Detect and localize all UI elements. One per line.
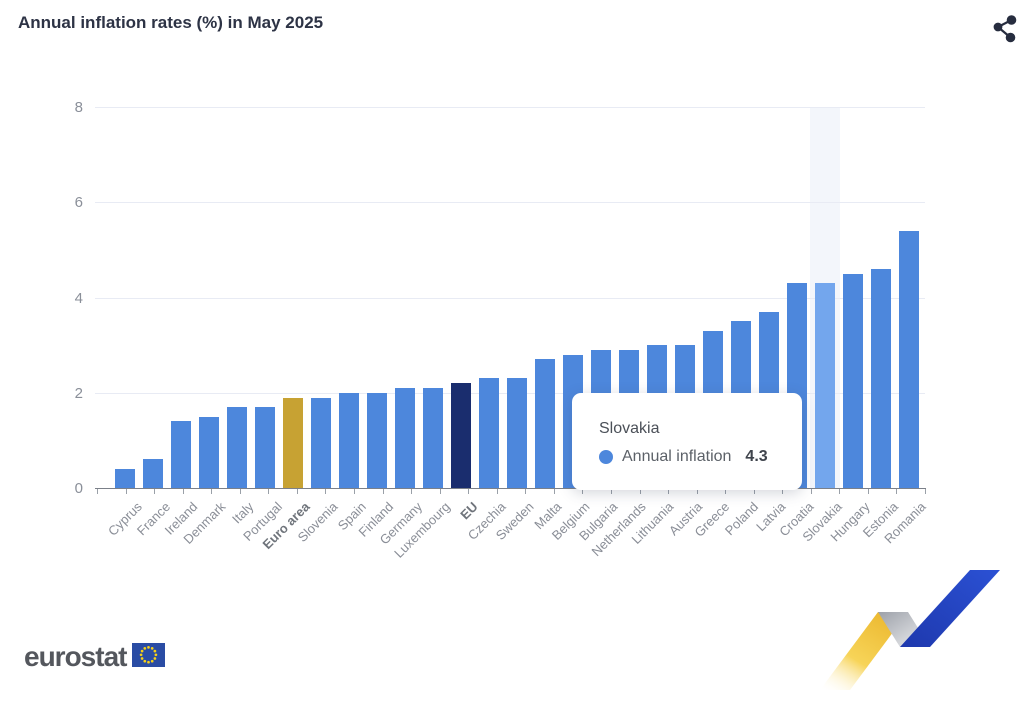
- x-axis-tick: [97, 489, 98, 494]
- y-axis-label: 6: [74, 194, 83, 211]
- bar-portugal[interactable]: [255, 407, 275, 488]
- x-axis-tick: [639, 489, 641, 494]
- x-axis-tick: [668, 489, 669, 494]
- bar-czechia[interactable]: [479, 378, 499, 488]
- x-axis-tick: [525, 489, 527, 494]
- gridline: [95, 298, 925, 299]
- y-axis-label: 4: [74, 290, 83, 307]
- eurostat-logo: eurostat: [24, 641, 166, 673]
- bar-romania[interactable]: [899, 231, 919, 488]
- tooltip-row: Annual inflation 4.3: [599, 448, 802, 466]
- x-axis-tick: [810, 489, 812, 494]
- x-axis-tick: [468, 489, 470, 494]
- gridline: [95, 202, 925, 203]
- x-axis-tick: [896, 489, 898, 494]
- bar-slovenia[interactable]: [311, 398, 331, 488]
- x-axis-tick: [753, 489, 755, 494]
- x-axis-tick: [268, 489, 270, 494]
- bar-finland[interactable]: [367, 393, 387, 488]
- bar-germany[interactable]: [395, 388, 415, 488]
- x-axis-tick: [725, 489, 727, 494]
- gridline: [95, 107, 925, 108]
- x-axis-tick: [325, 489, 327, 494]
- x-axis-tick: [610, 489, 612, 494]
- y-axis-label: 2: [74, 385, 83, 402]
- x-axis-tick: [553, 489, 555, 494]
- bar-italy[interactable]: [227, 407, 247, 488]
- decorative-ribbon-graphic: [810, 550, 1024, 713]
- eu-flag-icon: [132, 642, 166, 672]
- x-axis-tick: [354, 489, 355, 494]
- y-axis-label: 8: [74, 99, 83, 116]
- x-axis-tick: [154, 489, 156, 494]
- series-marker-dot: [599, 450, 613, 464]
- bar-estonia[interactable]: [871, 269, 891, 488]
- bar-eu[interactable]: [451, 383, 471, 488]
- x-axis-tick: [696, 489, 698, 494]
- bar-spain[interactable]: [339, 393, 359, 488]
- bar-france[interactable]: [143, 459, 163, 488]
- x-axis-tick: [925, 489, 926, 494]
- bar-ireland[interactable]: [171, 421, 191, 488]
- eurostat-logo-text: eurostat: [24, 641, 127, 672]
- share-button[interactable]: [990, 12, 1018, 44]
- y-axis-label: 0: [74, 480, 83, 497]
- bar-denmark[interactable]: [199, 417, 219, 488]
- tooltip-series-label: Annual inflation: [622, 448, 732, 465]
- x-axis-line: [95, 488, 926, 489]
- bar-slovakia[interactable]: [815, 283, 835, 488]
- x-axis-tick: [411, 489, 413, 494]
- x-axis-tick: [839, 489, 841, 494]
- bar-luxembourg[interactable]: [423, 388, 443, 488]
- tooltip-value: 4.3: [745, 448, 768, 465]
- chart-title: Annual inflation rates (%) in May 2025: [18, 13, 324, 32]
- bar-euro-area[interactable]: [283, 398, 303, 488]
- tooltip-country: Slovakia: [599, 420, 660, 437]
- x-axis-tick: [125, 489, 127, 494]
- x-axis-tick: [582, 489, 584, 494]
- x-axis-tick: [782, 489, 784, 494]
- x-axis-tick: [211, 489, 213, 494]
- bar-sweden[interactable]: [507, 378, 527, 488]
- x-axis-tick: [867, 489, 869, 494]
- bar-hungary[interactable]: [843, 274, 863, 488]
- x-axis-tick: [382, 489, 384, 494]
- chart-tooltip: Slovakia Annual inflation 4.3: [572, 393, 802, 490]
- x-axis-tick: [239, 489, 241, 494]
- x-axis-tick: [439, 489, 441, 494]
- x-axis-tick: [296, 489, 298, 494]
- bar-cyprus[interactable]: [115, 469, 135, 488]
- x-axis-tick: [182, 489, 184, 494]
- share-icon: [990, 15, 1018, 47]
- bar-malta[interactable]: [535, 359, 555, 488]
- x-axis-tick: [496, 489, 498, 494]
